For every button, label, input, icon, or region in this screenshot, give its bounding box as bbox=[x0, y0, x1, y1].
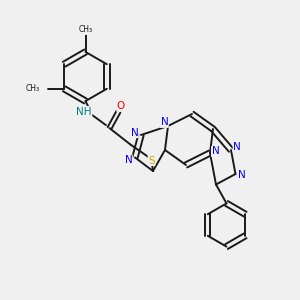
Text: N: N bbox=[212, 146, 219, 157]
Text: O: O bbox=[117, 101, 125, 111]
Text: N: N bbox=[130, 128, 138, 138]
Text: N: N bbox=[124, 155, 132, 165]
Text: CH₃: CH₃ bbox=[25, 84, 39, 93]
Text: N: N bbox=[233, 142, 241, 152]
Text: CH₃: CH₃ bbox=[78, 26, 93, 34]
Text: S: S bbox=[148, 155, 155, 166]
Text: N: N bbox=[238, 170, 246, 181]
Text: NH: NH bbox=[76, 106, 92, 117]
Text: N: N bbox=[160, 117, 168, 128]
